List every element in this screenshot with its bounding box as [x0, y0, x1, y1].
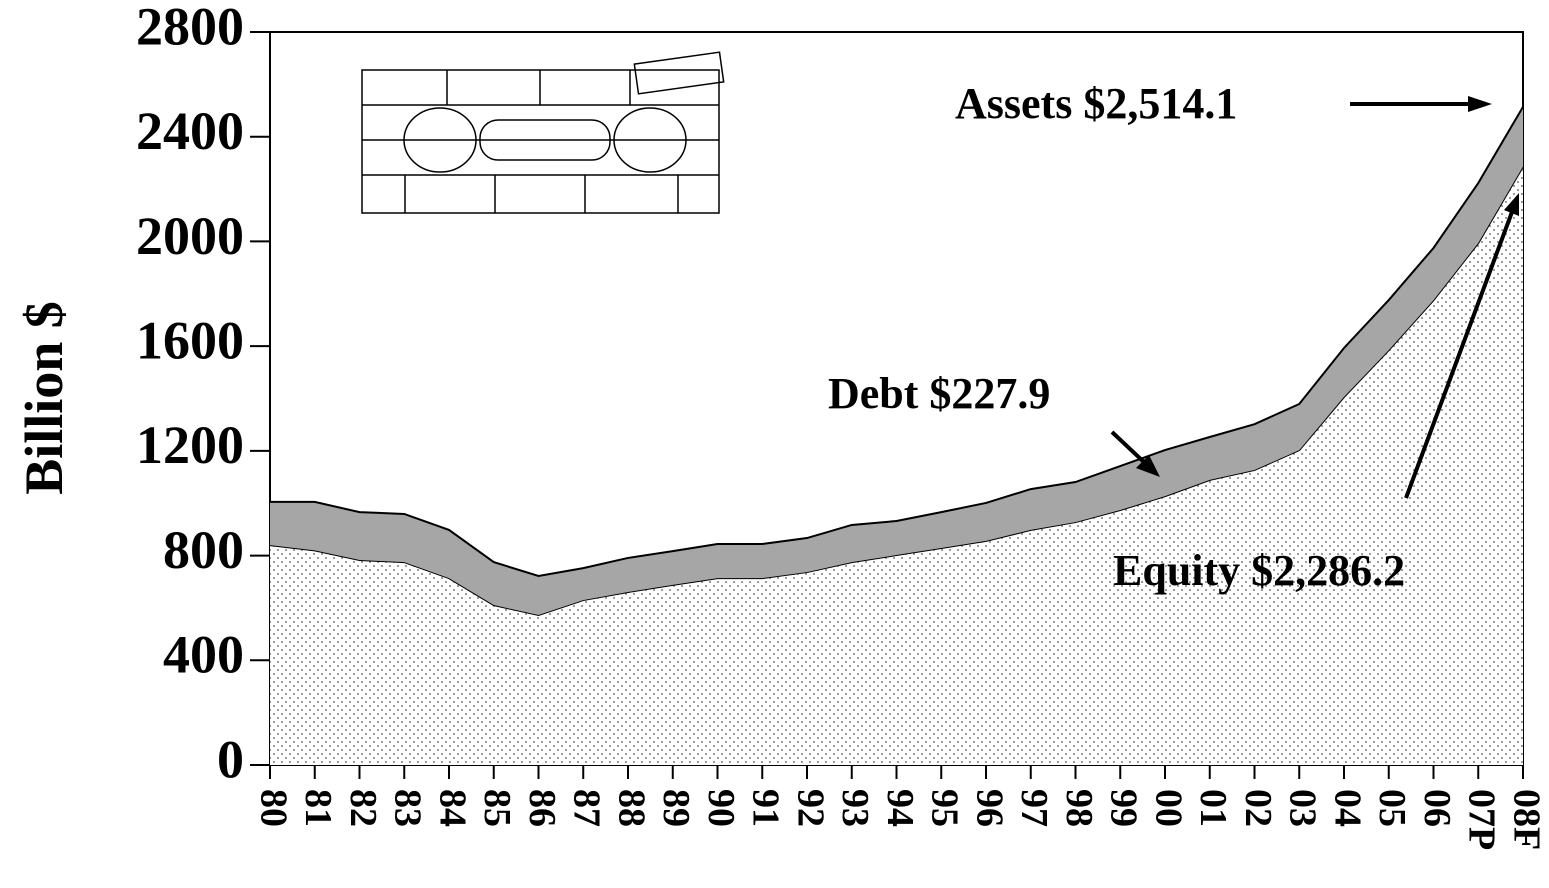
money-illustration	[362, 52, 724, 213]
x-tick-label: 85	[476, 789, 518, 827]
x-tick-label: 06	[1416, 789, 1458, 827]
x-tick-label: 01	[1192, 789, 1234, 827]
x-tick-label: 86	[521, 789, 563, 827]
x-tick-label: 92	[789, 789, 831, 827]
x-tick-label: 83	[387, 789, 429, 827]
y-tick-label: 1200	[136, 415, 244, 475]
annotation: Assets $2,514.1	[955, 79, 1237, 128]
y-tick-label: 800	[163, 520, 244, 580]
x-tick-label: 96	[968, 789, 1010, 827]
y-tick-label: 2000	[136, 206, 244, 266]
x-tick-label: 93	[834, 789, 876, 827]
x-tick-label: 07P	[1461, 789, 1503, 850]
x-tick-label: 84	[431, 789, 473, 827]
x-tick-label: 97	[1013, 789, 1055, 827]
x-tick-label: 03	[1282, 789, 1324, 827]
page: Assets $2,514.1 Debt $227.9 Equity $2,28…	[0, 0, 1549, 888]
y-tick-label: 0	[217, 729, 244, 789]
x-tick-label: 88	[610, 789, 652, 827]
x-tick-label: 91	[745, 789, 787, 827]
x-tick-label: 94	[879, 789, 921, 827]
x-tick-label: 00	[1147, 789, 1189, 827]
x-tick-label: 02	[1237, 789, 1279, 827]
y-tick-label: 1600	[136, 311, 244, 371]
x-tick-label: 08F	[1505, 789, 1547, 850]
x-tick-label: 90	[700, 789, 742, 827]
area	[270, 167, 1523, 765]
chart: Assets $2,514.1 Debt $227.9 Equity $2,28…	[0, 0, 1549, 888]
x-tick-label: 82	[342, 789, 384, 827]
x-tick-label: 87	[566, 789, 608, 827]
y-tick-label: 2400	[136, 101, 244, 161]
x-tick-label: 04	[1326, 789, 1368, 827]
x-tick-label: 80	[252, 789, 294, 827]
x-tick-label: 05	[1371, 789, 1413, 827]
annotation: Equity $2,286.2	[1113, 546, 1405, 595]
y-tick-label: 400	[163, 625, 244, 685]
annotation: Debt $227.9	[828, 369, 1050, 418]
y-tick-label: 2800	[136, 0, 244, 56]
x-tick-label: 95	[924, 789, 966, 827]
x-tick-label: 98	[1058, 789, 1100, 827]
y-axis-label: Billion $	[14, 301, 74, 495]
x-tick-label: 89	[655, 789, 697, 827]
x-tick-label: 99	[1103, 789, 1145, 827]
x-tick-label: 81	[297, 789, 339, 827]
marks	[270, 107, 1523, 765]
